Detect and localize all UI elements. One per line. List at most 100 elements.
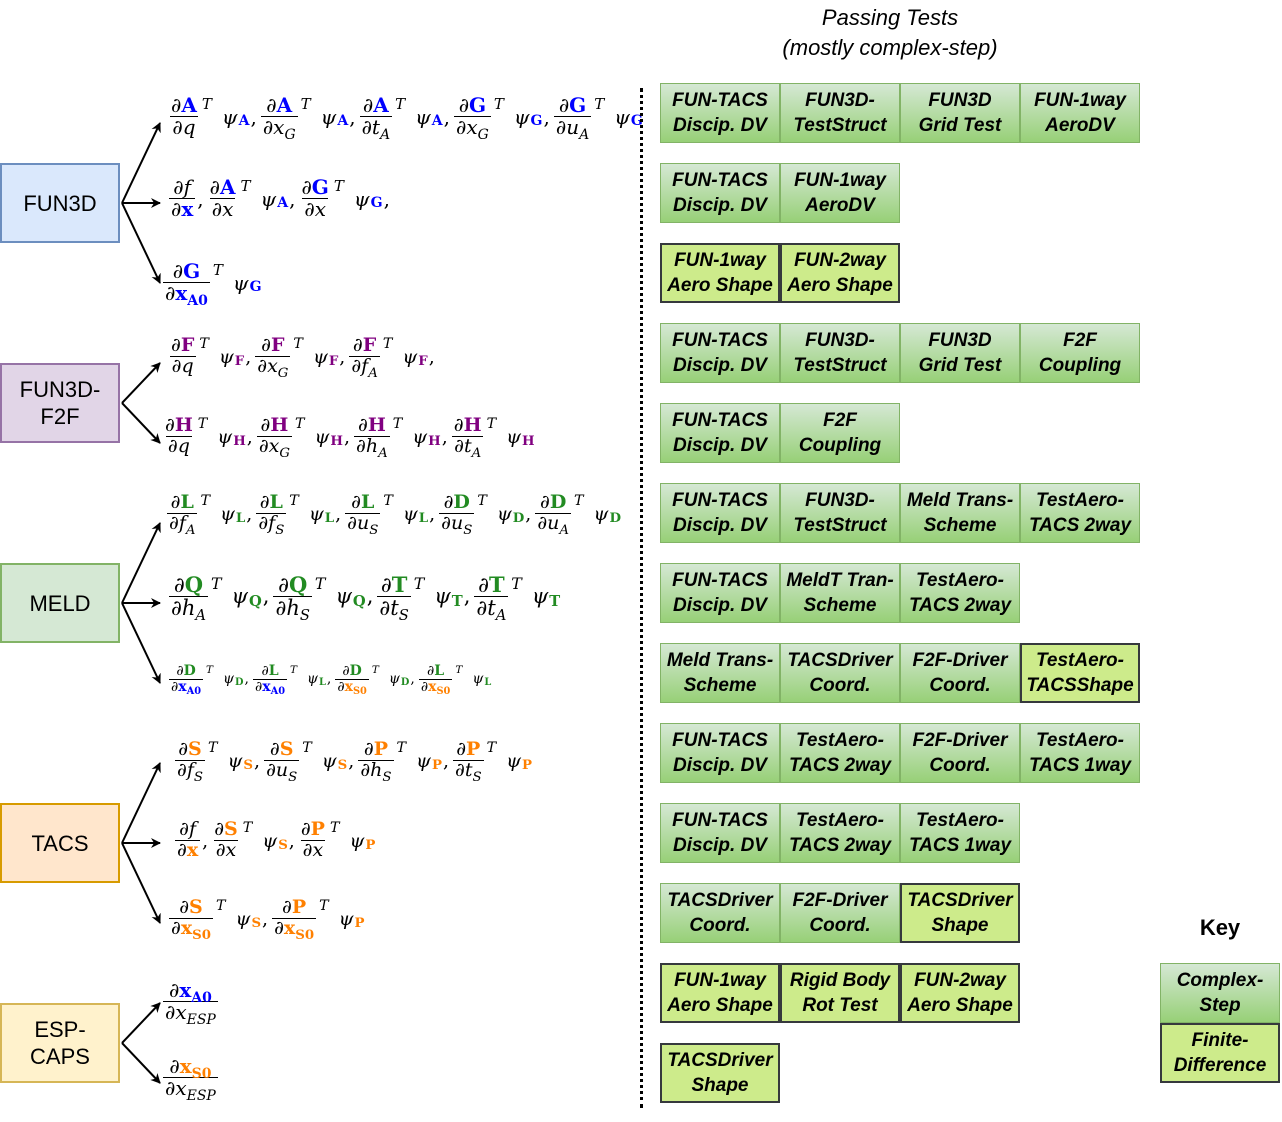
partial-derivative: ∂A ∂tA: [359, 93, 393, 143]
test-cell-complex-step: FUN-1way AeroDV: [780, 163, 900, 223]
partial-derivative: ∂S ∂x: [213, 818, 239, 862]
test-cell-complex-step: FUN-TACS Discip. DV: [660, 323, 780, 383]
partial-derivative: ∂G ∂xA0: [163, 259, 210, 309]
test-cell-complex-step: FUN-TACS Discip. DV: [660, 163, 780, 223]
test-cell-finite-difference: TestAero- TACSShape: [1020, 643, 1140, 703]
partial-derivative: ∂A ∂x: [209, 175, 236, 221]
partial-derivative: ∂S ∂xS0: [169, 896, 214, 943]
partial-derivative: ∂H ∂hA: [354, 414, 390, 461]
test-cell-complex-step: FUN3D Grid Test: [900, 323, 1020, 383]
partial-derivative: ∂S ∂uS: [264, 738, 300, 785]
partial-derivative: ∂L ∂fS: [256, 491, 287, 538]
arrow-2-0: [121, 522, 161, 604]
partial-derivative: ∂P ∂xS0: [272, 896, 317, 943]
partial-derivative: ∂F ∂q: [169, 334, 196, 378]
module-tacs: TACS: [0, 803, 120, 883]
test-cell-finite-difference: FUN-1way Aero Shape: [660, 243, 780, 303]
partial-derivative: ∂D ∂xA0: [169, 662, 204, 697]
test-cell-finite-difference: FUN-1way Aero Shape: [660, 963, 780, 1023]
partial-derivative: ∂D ∂xS0: [335, 662, 369, 697]
key-title: Key: [1199, 915, 1241, 940]
key-complex-step: Complex- Step: [1160, 963, 1280, 1023]
arrow-3-0: [121, 762, 161, 844]
test-cell-complex-step: FUN-TACS Discip. DV: [660, 723, 780, 783]
partial-derivative: ∂f ∂x: [175, 818, 201, 862]
test-cell-complex-step: TestAero- TACS 2way: [780, 723, 900, 783]
test-row: FUN-1way Aero Shape FUN-2way Aero Shape: [660, 243, 900, 303]
partial-derivative: ∂D ∂uS: [439, 491, 475, 538]
module-label: FUN3D: [23, 190, 97, 216]
module-label: MELD: [29, 590, 91, 616]
partial-derivative: ∂xA0 ∂xESP: [163, 978, 218, 1028]
module-label: TACS: [31, 830, 89, 856]
module-fun3d: FUN3D: [0, 163, 120, 243]
partial-derivative: ∂T ∂tS: [377, 571, 411, 625]
partial-derivative: ∂S ∂fS: [175, 738, 205, 785]
module-label: FUN3D- F2F: [19, 377, 101, 429]
test-cell-complex-step: FUN3D- TestStruct: [780, 483, 900, 543]
module-label: ESP- CAPS: [30, 1017, 90, 1069]
test-cell-complex-step: TACSDriver Coord.: [780, 643, 900, 703]
test-cell-complex-step: MeldT Tran- Scheme: [780, 563, 900, 623]
partial-derivative: ∂G ∂uA: [553, 93, 592, 143]
heading-line-2: (mostly complex-step): [782, 35, 998, 60]
test-row: FUN-TACS Discip. DV FUN3D- TestStruct FUN3D G…: [660, 83, 1140, 143]
test-cell-complex-step: TestAero- TACS 1way: [1020, 723, 1140, 783]
partial-derivative: ∂L ∂uS: [345, 491, 381, 538]
test-cell-complex-step: TestAero- TACS 2way: [780, 803, 900, 863]
test-row: FUN-TACS Discip. DV TestAero- TACS 2way F2F-…: [660, 723, 1140, 783]
test-cell-complex-step: FUN-TACS Discip. DV: [660, 83, 780, 143]
arrow-3-2: [121, 842, 161, 924]
test-cell-complex-step: FUN-TACS Discip. DV: [660, 803, 780, 863]
test-cell-complex-step: FUN-TACS Discip. DV: [660, 483, 780, 543]
formula-row: ∂xS0 ∂xESP: [162, 1056, 219, 1103]
test-row: FUN-TACS Discip. DV F2F Coupling: [660, 403, 900, 463]
test-cell-finite-difference: TACSDriver Shape: [660, 1043, 780, 1103]
arrow-4-0: [121, 1002, 161, 1044]
partial-derivative: ∂Q ∂hA: [169, 571, 208, 625]
partial-derivative: ∂H ∂q: [165, 414, 193, 458]
test-row: FUN-TACS Discip. DV MeldT Tran- Scheme TestA…: [660, 563, 1020, 623]
arrow-2-2: [121, 602, 161, 684]
test-cell-complex-step: FUN-TACS Discip. DV: [660, 403, 780, 463]
test-cell-complex-step: F2F Coupling: [780, 403, 900, 463]
test-cell-complex-step: F2F Coupling: [1020, 323, 1140, 383]
key-finite-difference: Finite- Difference: [1160, 1023, 1280, 1083]
partial-derivative: ∂G ∂xG: [454, 93, 491, 143]
test-cell-complex-step: Meld Trans- Scheme: [660, 643, 780, 703]
test-cell-finite-difference: FUN-2way Aero Shape: [900, 963, 1020, 1023]
test-cell-complex-step: FUN3D- TestStruct: [780, 83, 900, 143]
partial-derivative: ∂P ∂x: [300, 818, 326, 862]
test-row: FUN-1way Aero Shape Rigid Body Rot Test FUN-…: [660, 963, 1020, 1023]
partial-derivative: ∂D ∂uA: [535, 491, 572, 538]
partial-derivative: ∂Q ∂hS: [273, 571, 312, 625]
test-cell-complex-step: TestAero- TACS 1way: [900, 803, 1020, 863]
test-row: FUN-TACS Discip. DV FUN3D- TestStruct FUN3D G…: [660, 323, 1140, 383]
module-esp-caps: ESP- CAPS: [0, 1003, 120, 1083]
test-row: FUN-TACS Discip. DV FUN-1way AeroDV: [660, 163, 900, 223]
divider-line: [640, 88, 643, 1108]
test-cell-complex-step: FUN3D- TestStruct: [780, 323, 900, 383]
module-meld: MELD: [0, 563, 120, 643]
partial-derivative: ∂f ∂x: [169, 175, 196, 221]
partial-derivative: ∂H ∂xG: [256, 414, 292, 461]
partial-derivative: ∂A ∂xG: [260, 93, 298, 143]
partial-derivative: ∂G ∂x: [301, 175, 329, 221]
test-cell-finite-difference: FUN-2way Aero Shape: [780, 243, 900, 303]
arrow-0-2: [121, 202, 161, 284]
partial-derivative: ∂F ∂fA: [349, 334, 380, 381]
test-cell-finite-difference: Rigid Body Rot Test: [780, 963, 900, 1023]
test-row: TACSDriver Shape: [660, 1043, 780, 1103]
test-cell-finite-difference: TACSDriver Shape: [900, 883, 1020, 943]
